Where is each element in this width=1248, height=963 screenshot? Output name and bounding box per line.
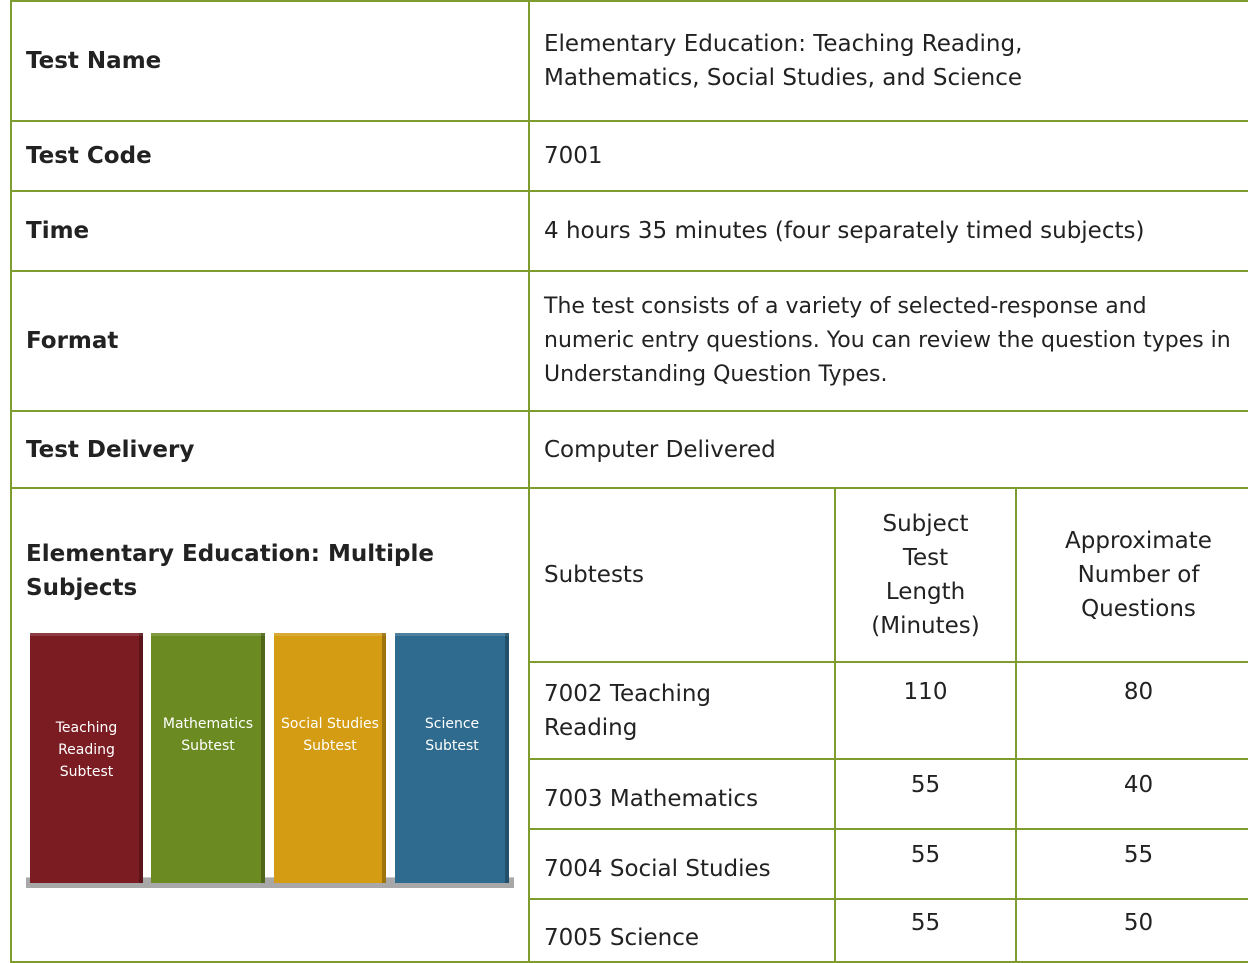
subtest-name: 7003 Mathematics (530, 758, 836, 830)
row: Test Name Elementary Education: Teaching… (10, 0, 1248, 122)
label: Test Code (10, 120, 530, 192)
subtest-name: 7004 Social Studies (530, 828, 836, 900)
subtests-table-cell: Subtests Subject Test Length (Minutes) A… (528, 487, 1248, 963)
minutes: 55 (834, 898, 1017, 961)
book-label: Science Subtest (424, 716, 480, 754)
subtest-name: 7005 Science (530, 898, 836, 961)
subtests-cell: Elementary Education: Multiple Subjects … (10, 487, 530, 963)
label: Test Delivery (10, 410, 530, 489)
minutes: 55 (834, 758, 1017, 830)
value-text: The test consists of a variety of select… (544, 294, 1231, 387)
books-illustration: Teaching Reading Subtest Mathematics Sub… (12, 633, 514, 903)
subtest-row: 7005 Science 55 50 (530, 898, 1248, 961)
value: Computer Delivered (528, 410, 1248, 489)
value: 4 hours 35 minutes (four separately time… (528, 190, 1248, 272)
book: Science Subtest (395, 633, 509, 883)
book: Mathematics Subtest (151, 633, 265, 883)
value: Elementary Education: Teaching Reading, … (528, 0, 1248, 122)
subtests-title: Elementary Education: Multiple Subjects (26, 541, 434, 601)
row: Elementary Education: Multiple Subjects … (10, 487, 1248, 963)
book-label: Mathematics Subtest (162, 716, 254, 754)
document: Test Name Elementary Education: Teaching… (10, 0, 1248, 963)
test-info-table: Test Name Elementary Education: Teaching… (10, 0, 1248, 963)
questions: 55 (1015, 828, 1248, 900)
subtest-name: 7002 Teaching Reading (530, 661, 836, 760)
header-text: Subject Test Length (Minutes) (871, 511, 980, 639)
book: Social Studies Subtest (274, 633, 386, 883)
subtest-name-text: 7002 Teaching Reading (544, 680, 712, 741)
header: Approximate Number of Questions (1015, 489, 1248, 663)
label: Time (10, 190, 530, 272)
subtests-table: Subtests Subject Test Length (Minutes) A… (530, 489, 1248, 961)
shelf (26, 877, 514, 888)
book-label: Social Studies Subtest (281, 716, 379, 754)
questions: 40 (1015, 758, 1248, 830)
row: Time 4 hours 35 minutes (four separately… (10, 190, 1248, 272)
minutes: 55 (834, 828, 1017, 900)
row: Test Delivery Computer Delivered (10, 410, 1248, 489)
header: Subject Test Length (Minutes) (834, 489, 1017, 663)
row: Test Code 7001 (10, 120, 1248, 192)
questions: 80 (1015, 661, 1248, 760)
book: Teaching Reading Subtest (30, 633, 143, 883)
value: The test consists of a variety of select… (528, 270, 1248, 412)
value: 7001 (528, 120, 1248, 192)
subtest-row: 7003 Mathematics 55 40 (530, 758, 1248, 830)
subtest-row: 7002 Teaching Reading 110 80 (530, 661, 1248, 760)
subtest-row: 7004 Social Studies 55 55 (530, 828, 1248, 900)
questions: 50 (1015, 898, 1248, 961)
book-label: Teaching Reading Subtest (55, 720, 118, 780)
label: Test Name (10, 0, 530, 122)
header-row: Subtests Subject Test Length (Minutes) A… (530, 489, 1248, 663)
value-text: Elementary Education: Teaching Reading, … (544, 31, 1023, 91)
label: Format (10, 270, 530, 412)
header: Subtests (530, 489, 836, 663)
minutes: 110 (834, 661, 1017, 760)
row: Format The test consists of a variety of… (10, 270, 1248, 412)
header-text: Approximate Number of Questions (1065, 528, 1212, 622)
